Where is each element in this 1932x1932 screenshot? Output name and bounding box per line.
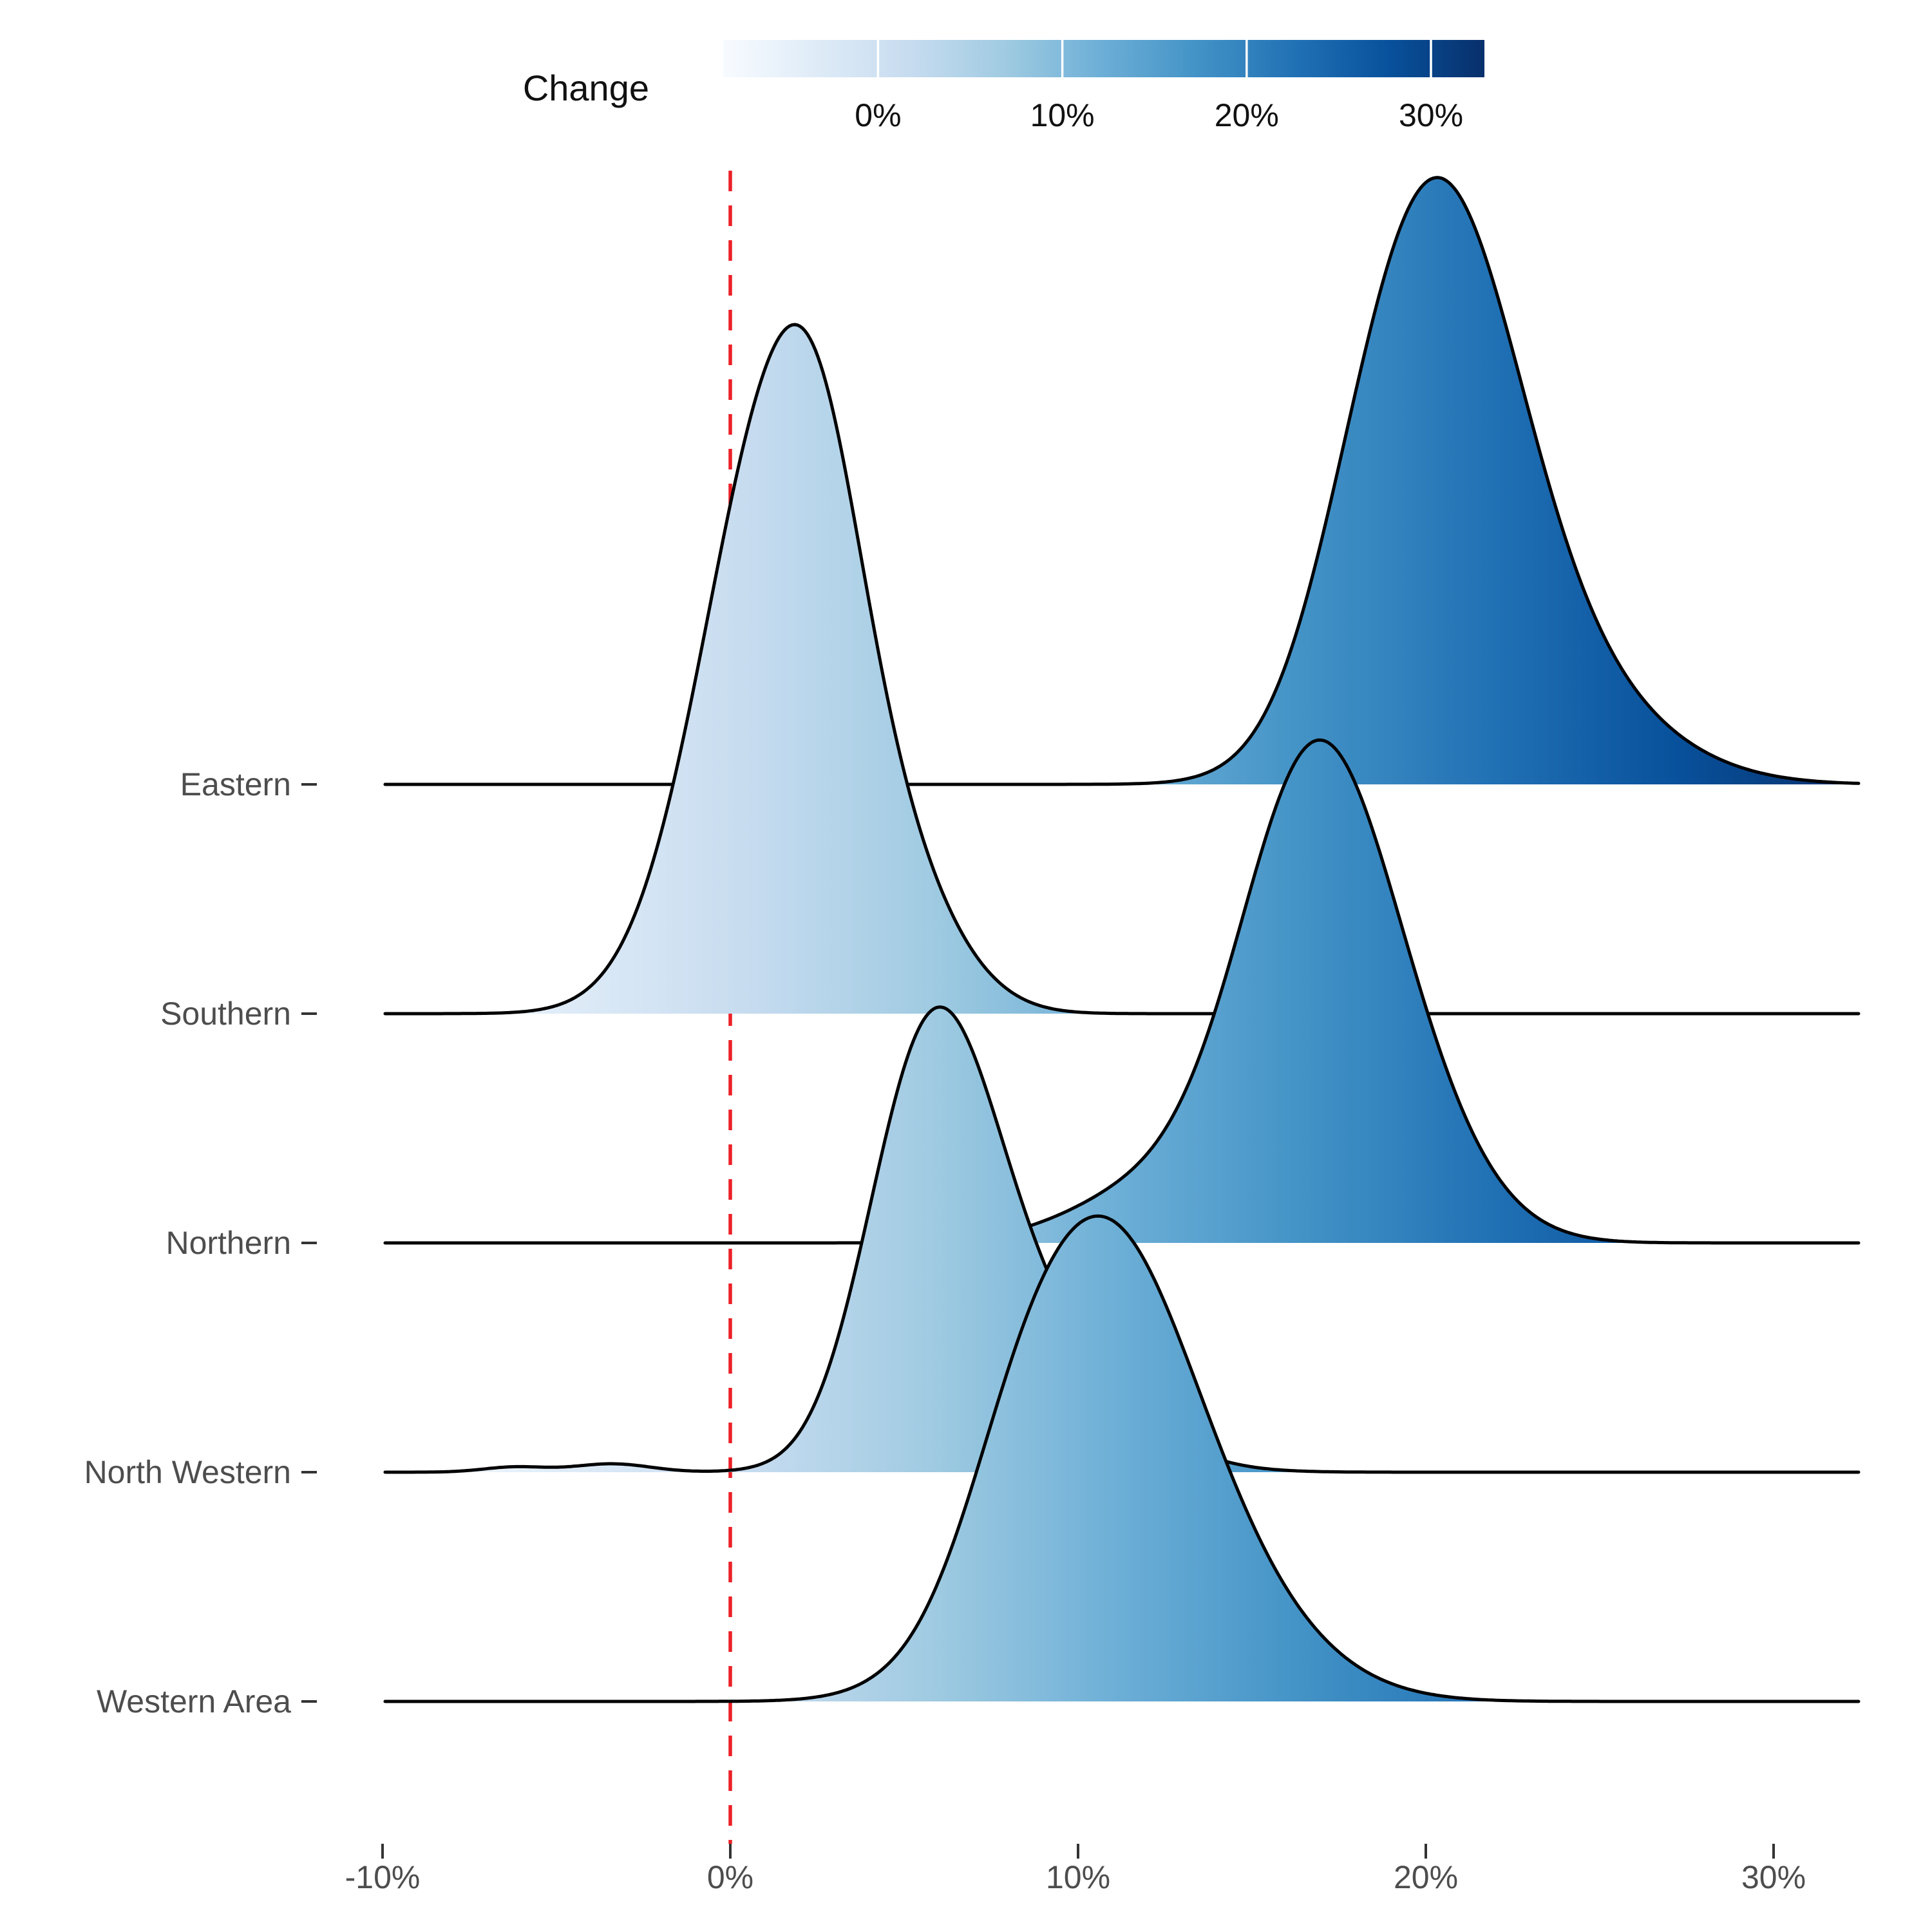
- legend-title: Change: [523, 68, 649, 108]
- region-label-southern: Southern: [160, 996, 291, 1032]
- ridge-outline: [383, 738, 1861, 1245]
- legend-tick-label-0: 0%: [855, 97, 901, 133]
- ridge-fill: [385, 325, 1859, 1014]
- region-label-northern: Northern: [166, 1225, 291, 1261]
- region-label-western-area: Western Area: [97, 1683, 291, 1719]
- x-tick-label-0: 0%: [707, 1859, 753, 1895]
- legend-tick-label-10: 10%: [1030, 97, 1095, 133]
- ridge-fill: [385, 177, 1859, 784]
- ridge-eastern: [383, 176, 1861, 786]
- x-tick-label--10: -10%: [345, 1859, 421, 1895]
- x-tick-label-10: 10%: [1046, 1859, 1110, 1895]
- ridge-outline: [383, 323, 1861, 1016]
- ridge-outline: [383, 1214, 1861, 1703]
- legend-tick-label-20: 20%: [1215, 97, 1279, 133]
- ridge-western-area: [383, 1214, 1861, 1703]
- x-tick-label-30: 30%: [1741, 1859, 1806, 1895]
- region-label-eastern: Eastern: [180, 766, 291, 802]
- legend-gradient-bar: [723, 40, 1484, 77]
- region-label-north-western: North Western: [84, 1454, 291, 1490]
- ridge-outline: [383, 176, 1861, 786]
- ridge-fill: [385, 1216, 1859, 1701]
- ridge-southern: [383, 323, 1861, 1016]
- ridge-northern: [383, 738, 1861, 1245]
- x-tick-label-20: 20%: [1394, 1859, 1458, 1895]
- legend: Change 0% 10% 20% 30%: [523, 40, 1484, 133]
- legend-tick-label-30: 30%: [1399, 97, 1463, 133]
